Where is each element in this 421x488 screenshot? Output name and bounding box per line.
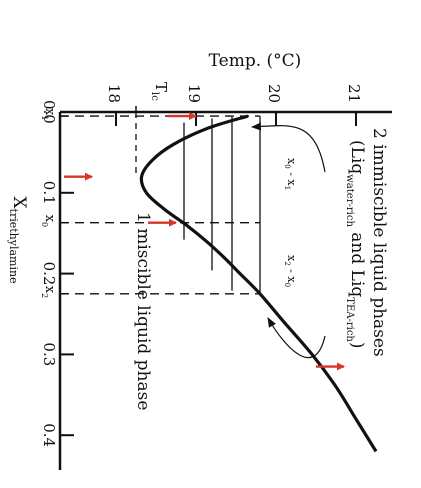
- composition-axis-label: Xtriethylamine: [7, 196, 29, 283]
- temp-tick-label: 20: [265, 84, 283, 103]
- lower-critical-temp-label: Tlc: [149, 82, 170, 101]
- two-phase-label: 2 immiscible liquid phases: [369, 128, 389, 357]
- composition-axis-symbol: X: [9, 196, 29, 209]
- composition-tick-label: 0.4: [40, 423, 58, 447]
- temp-tick-label: 19: [185, 84, 203, 103]
- phase-boundary-curve: [139, 114, 378, 453]
- composition-tick-label: 0.1: [40, 181, 58, 205]
- axis-ticks: 18 19 20 21 0.0 0.1 0.2 0.3 0.4 x1 x0 x2: [40, 84, 363, 447]
- composition-marker-label: x0: [40, 215, 57, 227]
- liq-open: (Liq: [347, 140, 367, 174]
- composition-axis-subscript: triethylamine: [7, 209, 20, 284]
- liq-and: and Liq: [347, 227, 367, 298]
- guide-lines: [60, 112, 260, 295]
- lever-label-x0-x1: x0 - x1: [283, 158, 298, 190]
- two-phase-sublabel: (Liqwater-rich and LiqTEA-rich): [344, 140, 367, 349]
- composition-tick-label: 0.3: [40, 342, 58, 366]
- lever-label-x2-x0: x2 - x0: [283, 255, 298, 287]
- one-phase-label: 1 miscible liquid phase: [133, 212, 153, 410]
- liq-close: ): [347, 342, 367, 349]
- lower-critical-temp-subscript: lc: [149, 92, 160, 101]
- temperature-axis-label: Temp. (°C): [209, 51, 302, 71]
- water-rich-subscript: water-rich: [344, 174, 355, 227]
- pointer-water-rich: [251, 122, 326, 173]
- temp-tick-label: 18: [105, 84, 123, 103]
- tea-rich-subscript: TEA-rich: [344, 297, 355, 342]
- composition-marker-label: x1: [40, 108, 57, 120]
- red-arrows: [64, 112, 345, 371]
- pointer-tea-rich: [267, 317, 326, 359]
- composition-tick-label: 0.0: [40, 100, 58, 124]
- composition-tick-label: 0.2: [40, 262, 58, 286]
- temp-tick-label: 21: [345, 84, 363, 103]
- tie-lines: [183, 116, 261, 294]
- composition-marker-label: x2: [40, 286, 57, 298]
- lower-critical-temp-symbol: T: [152, 82, 170, 92]
